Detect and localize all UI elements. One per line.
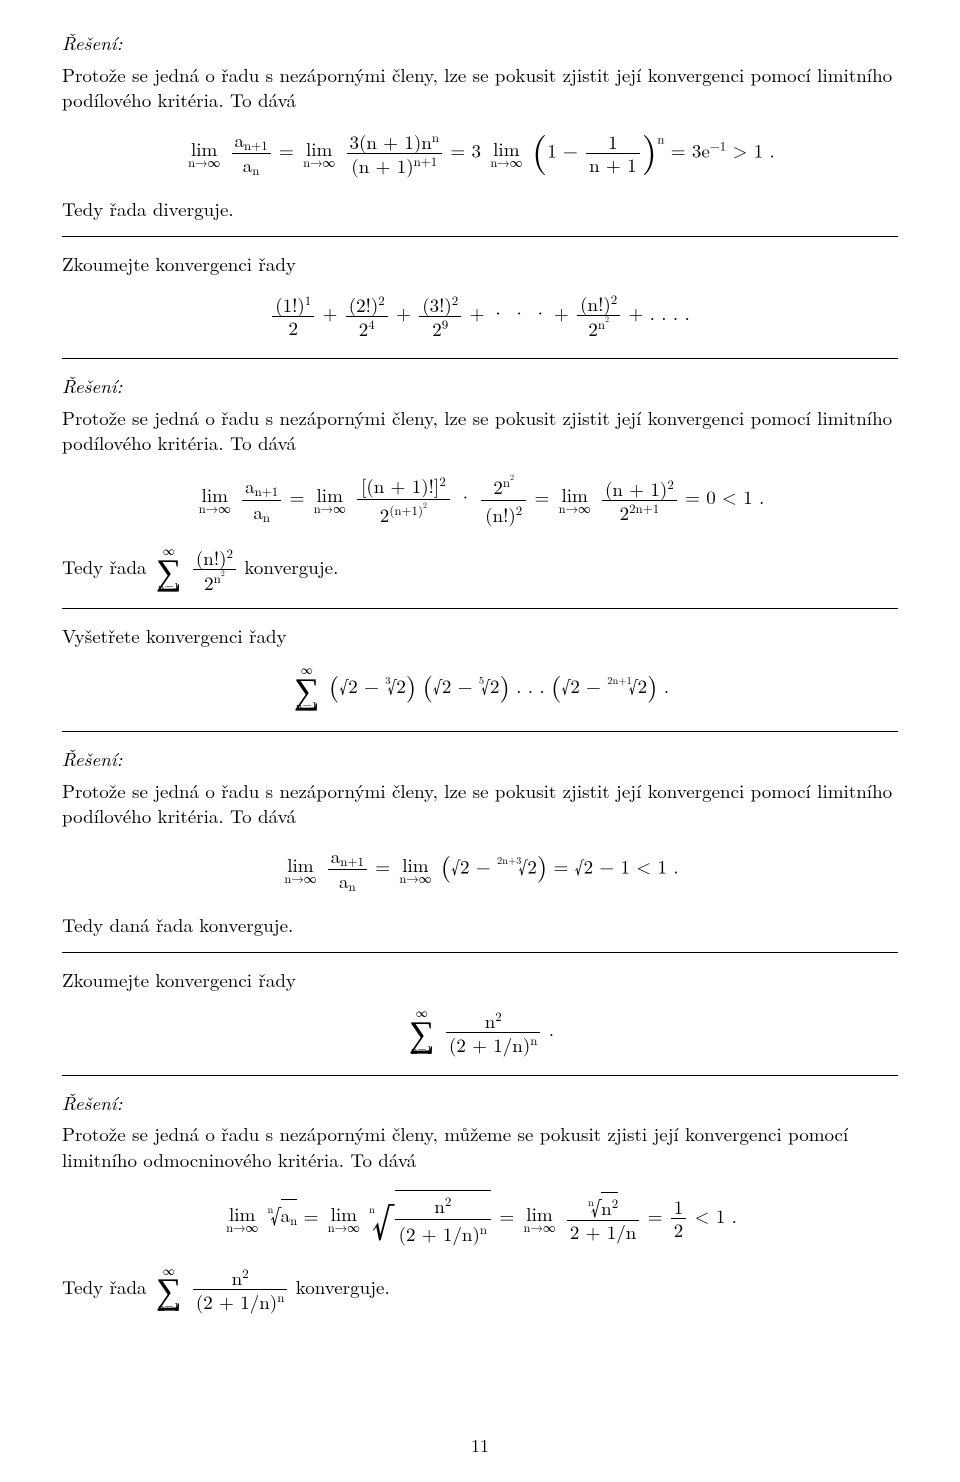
separator: [62, 608, 898, 609]
reseni-label: Řešení:: [62, 745, 122, 772]
reseni-label: Řešení:: [62, 372, 122, 399]
page: Řešení: Protože se jedná o řadu s nezápo…: [0, 0, 960, 1482]
p3-equation: limn→∞ an+1an = limn→∞ [(n + 1)!]2 2(n+1…: [62, 472, 898, 528]
p7-intro: Protože se jedná o řadu s nezápornými čl…: [62, 1121, 898, 1172]
p1-conclusion: Tedy řada diverguje.: [62, 196, 898, 222]
p2-equation: (1!)12 + (2!)224 + (3!)229 + · · · + (n!…: [62, 292, 898, 340]
p3-intro: Protože se jedná o řadu s nezápornými čl…: [62, 405, 898, 456]
p6-prompt: Zkoumejte konvergenci řady: [62, 967, 898, 993]
p1-intro: Protože se jedná o řadu s nezápornými čl…: [62, 62, 898, 113]
p4-equation: ∞∑n=1 (√2 − 3√2) (√2 − 5√2) . . . (√2 − …: [62, 665, 898, 713]
p7-equation: limn→∞ n√an = limn→∞ n√n2(2 + 1/n)n = li…: [62, 1189, 898, 1248]
reseni-label: Řešení:: [62, 29, 122, 56]
p1-equation: limn→∞ an+1 an = limn→∞ 3(n + 1)nn (n + …: [62, 129, 898, 178]
reseni-label: Řešení:: [62, 1089, 122, 1116]
p2-prompt: Zkoumejte konvergenci řady: [62, 251, 898, 277]
p4-prompt: Vyšetřete konvergenci řady: [62, 623, 898, 649]
separator: [62, 236, 898, 237]
separator: [62, 358, 898, 359]
p5-intro: Protože se jedná o řadu s nezápornými čl…: [62, 778, 898, 829]
p7-conclusion: Tedy řada ∞∑n=1 n2 (2 + 1/n)n konverguje…: [62, 1266, 898, 1314]
separator: [62, 1075, 898, 1076]
separator: [62, 952, 898, 953]
page-number: 11: [0, 1434, 960, 1458]
p3-conclusion: Tedy řada ∞∑n=1 (n!)2 2n2 konverguje.: [62, 546, 898, 594]
separator: [62, 731, 898, 732]
p5-conclusion: Tedy daná řada konverguje.: [62, 912, 898, 938]
p6-equation: ∞∑n=1 n2 (2 + 1/n)n .: [62, 1008, 898, 1056]
p5-equation: limn→∞ an+1an = limn→∞ (√2 − 2n+3√2) = √…: [62, 845, 898, 894]
